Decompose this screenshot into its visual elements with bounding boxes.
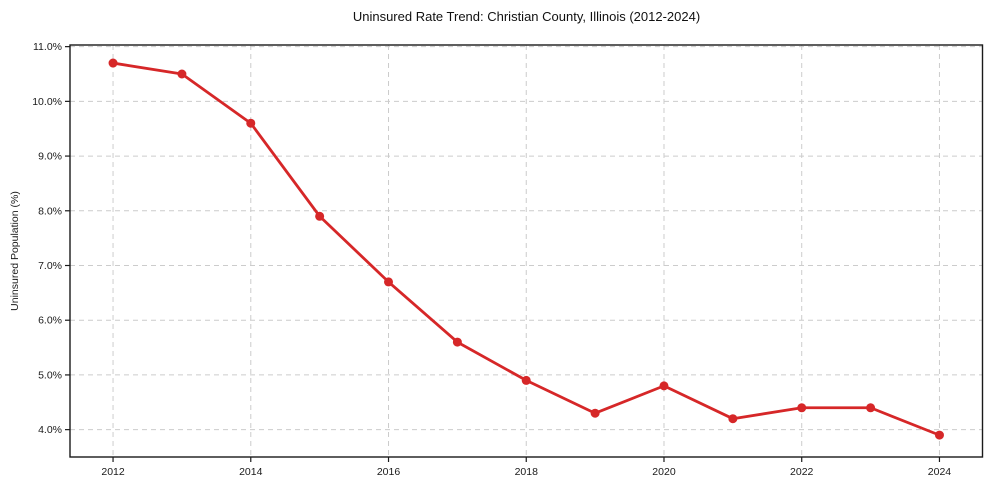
data-point-2013 (177, 69, 187, 79)
plot-border (69, 44, 984, 458)
data-point-2017 (452, 337, 462, 347)
data-point-2023 (866, 403, 876, 413)
x-tick-label: 2022 (790, 466, 814, 478)
data-point-2014 (246, 118, 256, 128)
x-tick-label: 2018 (515, 466, 539, 478)
data-point-2012 (108, 58, 118, 68)
data-point-2020 (659, 381, 669, 391)
x-tick-label: 2014 (239, 466, 263, 478)
data-point-2021 (728, 414, 738, 424)
x-tick-label: 2016 (377, 466, 401, 478)
y-tick-label: 4.0% (38, 424, 62, 436)
data-point-2018 (521, 375, 531, 385)
y-tick-label: 9.0% (38, 151, 62, 163)
data-point-2022 (797, 403, 807, 413)
x-tick-label: 2020 (652, 466, 676, 478)
data-point-2016 (384, 277, 394, 287)
chart-title: Uninsured Rate Trend: Christian County, … (352, 9, 701, 24)
y-tick-label: 10.0% (32, 96, 62, 108)
x-tick-label: 2024 (928, 466, 952, 478)
y-tick-label: 6.0% (38, 315, 62, 327)
data-point-2015 (315, 211, 325, 221)
y-tick-label: 5.0% (38, 369, 62, 381)
data-point-2019 (590, 408, 600, 418)
x-tick-label: 2012 (101, 466, 125, 478)
y-tick-label: 8.0% (38, 205, 62, 217)
y-tick-label: 7.0% (38, 260, 62, 272)
data-point-2024 (934, 430, 944, 440)
y-tick-label: 11.0% (33, 41, 62, 53)
